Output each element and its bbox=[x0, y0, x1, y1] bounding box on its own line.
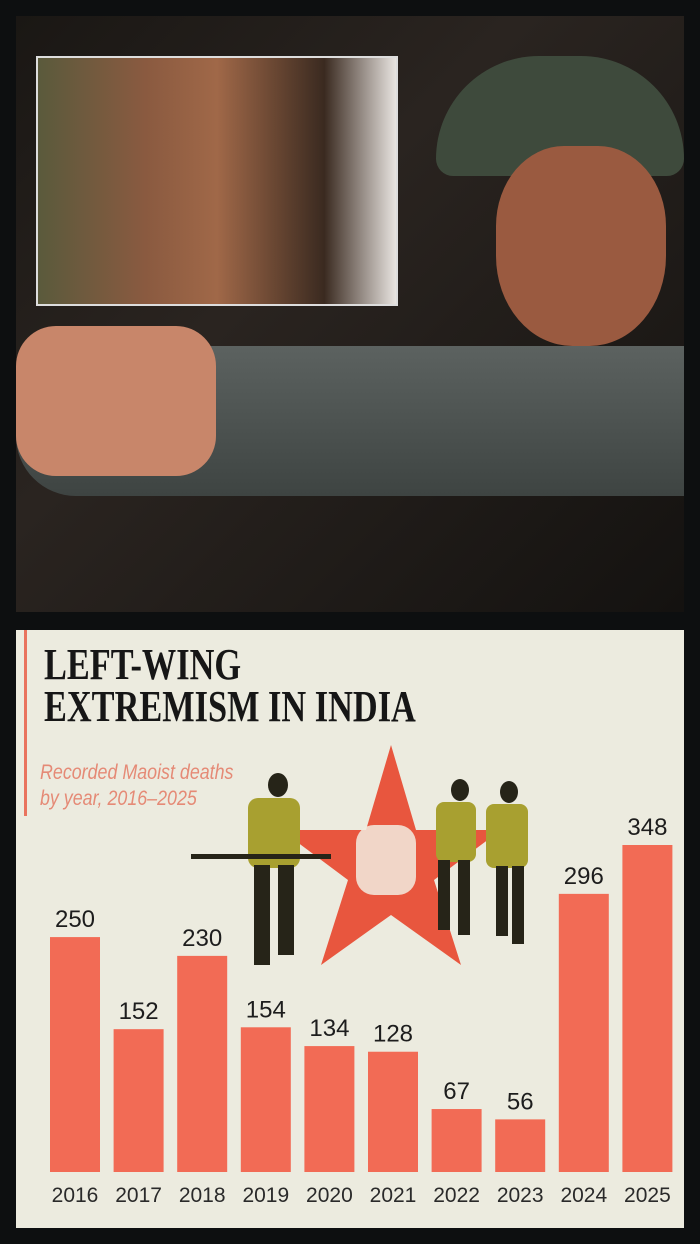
bar-2024 bbox=[558, 893, 609, 1172]
star-emblem-icon bbox=[281, 745, 501, 965]
x-tick-2023: 2023 bbox=[497, 1184, 544, 1207]
bar-2021 bbox=[368, 1051, 418, 1172]
inset-portrait-photo bbox=[36, 56, 398, 306]
soldier-face bbox=[496, 146, 666, 346]
chart-panel: LEFT-WING EXTREMISM IN INDIA Recorded Ma… bbox=[16, 630, 684, 1228]
data-label-2024: 296 bbox=[564, 863, 604, 890]
x-tick-2020: 2020 bbox=[306, 1184, 353, 1207]
bar-2018 bbox=[177, 955, 228, 1172]
bar-2023 bbox=[495, 1119, 546, 1172]
bar-2022 bbox=[431, 1109, 482, 1172]
chart-title: LEFT-WING EXTREMISM IN INDIA bbox=[44, 640, 416, 731]
data-label-2025: 348 bbox=[627, 814, 667, 841]
bar-2016 bbox=[50, 937, 100, 1172]
title-line-2: EXTREMISM IN INDIA bbox=[44, 682, 416, 731]
x-tick-2018: 2018 bbox=[179, 1184, 226, 1207]
title-line-1: LEFT-WING bbox=[44, 640, 242, 689]
hand bbox=[16, 326, 216, 476]
data-label-2021: 128 bbox=[373, 1021, 413, 1048]
x-tick-2022: 2022 bbox=[433, 1184, 480, 1207]
data-label-2016: 250 bbox=[55, 906, 95, 933]
subtitle-line-2: by year, 2016–2025 bbox=[40, 787, 197, 810]
bar-2017 bbox=[113, 1029, 164, 1172]
bar-chart: 250 2016 152 2017 230 2018 154 2019 134 2020 128 20… bbox=[50, 745, 673, 1207]
x-tick-2019: 2019 bbox=[242, 1184, 289, 1207]
x-tick-2021: 2021 bbox=[370, 1184, 417, 1207]
x-tick-2016: 2016 bbox=[52, 1184, 99, 1207]
data-label-2019: 154 bbox=[246, 996, 286, 1023]
data-label-2017: 152 bbox=[119, 998, 159, 1025]
x-tick-2024: 2024 bbox=[560, 1184, 607, 1207]
soldier-silhouettes-icon bbox=[191, 773, 528, 965]
accent-rule bbox=[24, 630, 27, 816]
bar-2025 bbox=[622, 845, 673, 1172]
bar-2020 bbox=[304, 1046, 355, 1172]
data-label-2022: 67 bbox=[443, 1078, 470, 1105]
bar-2019 bbox=[240, 1027, 291, 1172]
chart-subtitle: Recorded Maoist deaths by year, 2016–202… bbox=[40, 760, 233, 812]
data-label-2018: 230 bbox=[182, 925, 222, 952]
news-photo bbox=[16, 16, 684, 612]
data-label-2020: 134 bbox=[309, 1015, 349, 1042]
data-label-2023: 56 bbox=[507, 1088, 534, 1115]
x-tick-2025: 2025 bbox=[624, 1184, 671, 1207]
subtitle-line-1: Recorded Maoist deaths bbox=[40, 761, 234, 784]
x-tick-2017: 2017 bbox=[115, 1184, 162, 1207]
